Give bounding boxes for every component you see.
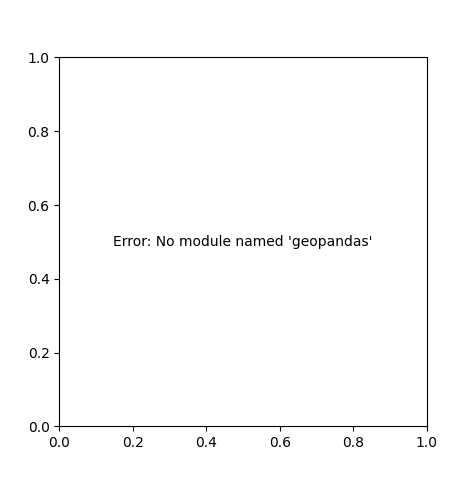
Text: Error: No module named 'geopandas': Error: No module named 'geopandas' [113,235,373,249]
